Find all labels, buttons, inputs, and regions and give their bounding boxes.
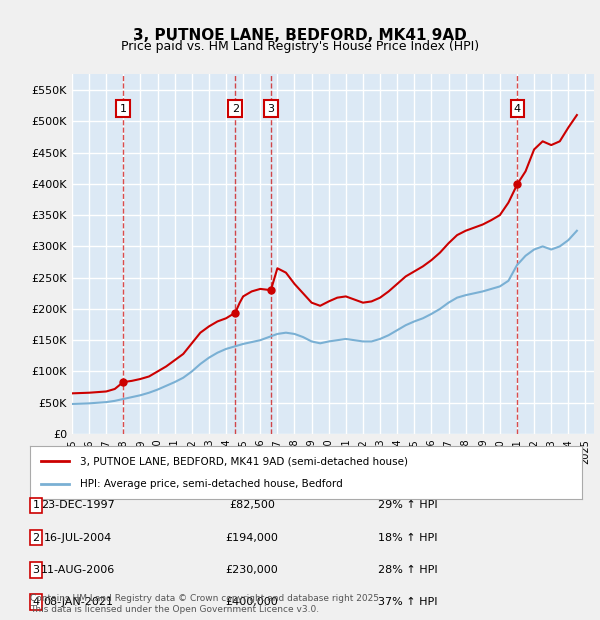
Text: 1: 1 [32,500,40,510]
Text: 3, PUTNOE LANE, BEDFORD, MK41 9AD: 3, PUTNOE LANE, BEDFORD, MK41 9AD [133,28,467,43]
Text: Contains HM Land Registry data © Crown copyright and database right 2025.
This d: Contains HM Land Registry data © Crown c… [30,595,382,614]
Text: HPI: Average price, semi-detached house, Bedford: HPI: Average price, semi-detached house,… [80,479,343,489]
Text: 2: 2 [232,104,239,114]
Text: £194,000: £194,000 [226,533,278,542]
Text: 11-AUG-2006: 11-AUG-2006 [41,565,115,575]
Text: 29% ↑ HPI: 29% ↑ HPI [378,500,438,510]
Text: 28% ↑ HPI: 28% ↑ HPI [378,565,438,575]
Text: 18% ↑ HPI: 18% ↑ HPI [378,533,438,542]
Text: 3: 3 [32,565,40,575]
Text: 23-DEC-1997: 23-DEC-1997 [41,500,115,510]
Text: 3, PUTNOE LANE, BEDFORD, MK41 9AD (semi-detached house): 3, PUTNOE LANE, BEDFORD, MK41 9AD (semi-… [80,456,407,466]
Text: 1: 1 [119,104,127,114]
Text: 08-JAN-2021: 08-JAN-2021 [43,597,113,607]
Text: 37% ↑ HPI: 37% ↑ HPI [378,597,438,607]
Text: Price paid vs. HM Land Registry's House Price Index (HPI): Price paid vs. HM Land Registry's House … [121,40,479,53]
Text: £230,000: £230,000 [226,565,278,575]
Text: 4: 4 [514,104,521,114]
Text: 2: 2 [32,533,40,542]
Text: 3: 3 [268,104,274,114]
Text: £400,000: £400,000 [226,597,278,607]
Text: £82,500: £82,500 [229,500,275,510]
Text: 4: 4 [32,597,40,607]
Text: 16-JUL-2004: 16-JUL-2004 [44,533,112,542]
